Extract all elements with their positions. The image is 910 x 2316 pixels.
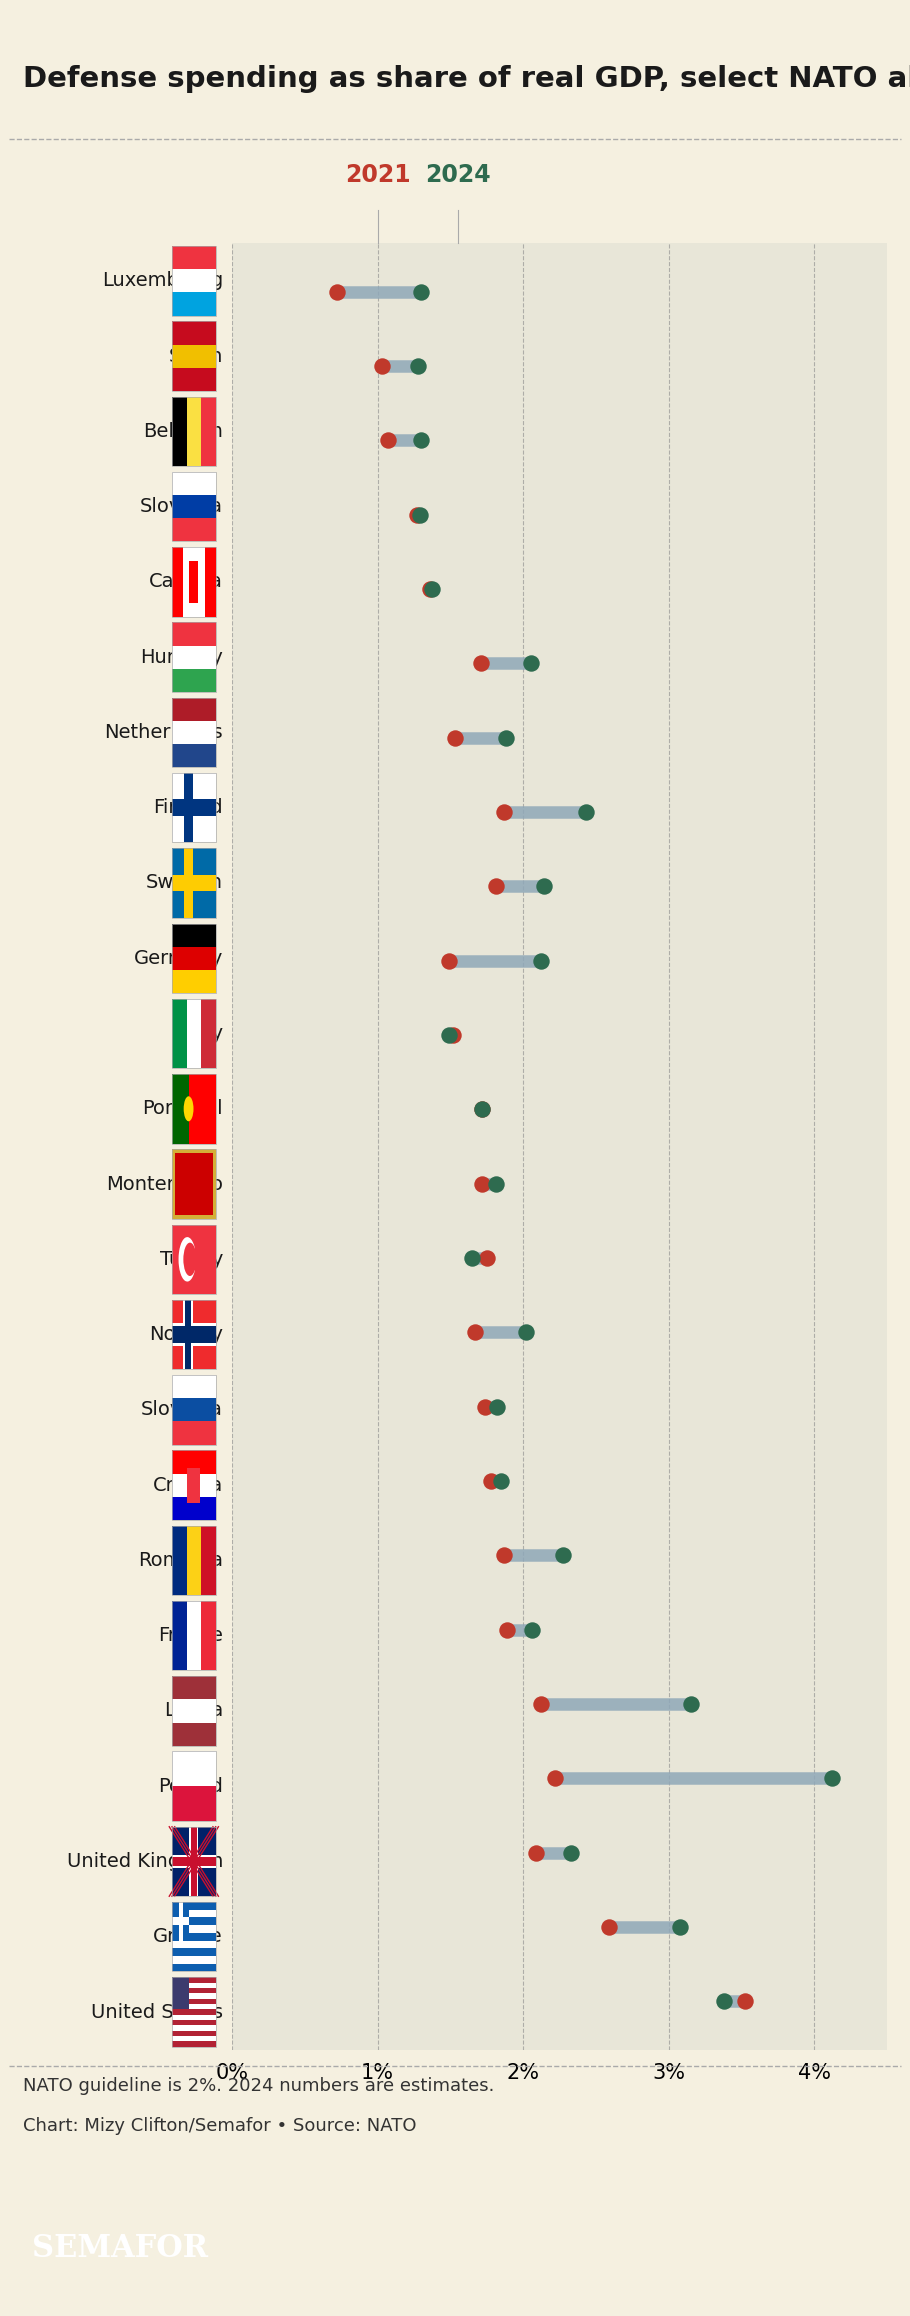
Point — [737, 1982, 752, 2020]
Point — [446, 1017, 460, 1054]
Point — [525, 1612, 540, 1649]
Point — [475, 1165, 490, 1202]
Text: Croatia: Croatia — [153, 1475, 223, 1494]
Point — [673, 1908, 688, 1945]
Point — [475, 1091, 490, 1128]
Text: United Kingdom: United Kingdom — [66, 1853, 223, 1871]
Point — [329, 273, 344, 310]
Text: Belgium: Belgium — [143, 422, 223, 440]
Text: Hungary: Hungary — [140, 648, 223, 667]
Text: Latvia: Latvia — [164, 1702, 223, 1721]
Point — [494, 1461, 509, 1498]
Point — [480, 1239, 494, 1276]
Text: Canada: Canada — [149, 572, 223, 591]
Point — [533, 1686, 548, 1723]
Point — [523, 644, 538, 681]
Point — [533, 943, 548, 980]
Point — [717, 1982, 732, 2020]
Text: 2021: 2021 — [345, 164, 410, 188]
Text: Montenegro: Montenegro — [106, 1174, 223, 1193]
Point — [602, 1908, 616, 1945]
Point — [548, 1760, 562, 1797]
Point — [499, 718, 513, 755]
Text: NATO guideline is 2%. 2024 numbers are estimates.: NATO guideline is 2%. 2024 numbers are e… — [23, 2077, 494, 2096]
Point — [484, 1461, 499, 1498]
Text: France: France — [158, 1626, 223, 1644]
Point — [410, 496, 424, 533]
Point — [414, 422, 429, 459]
Point — [423, 570, 438, 607]
Point — [474, 644, 489, 681]
Text: Norway: Norway — [149, 1325, 223, 1343]
Text: Spain: Spain — [168, 347, 223, 366]
Point — [490, 1387, 504, 1424]
Text: 2024: 2024 — [425, 164, 490, 188]
Text: Slovakia: Slovakia — [141, 1401, 223, 1420]
Text: SEMAFOR: SEMAFOR — [32, 2233, 208, 2265]
Point — [555, 1538, 570, 1575]
Point — [441, 1017, 456, 1054]
Point — [824, 1760, 839, 1797]
Point — [564, 1834, 579, 1871]
Text: Chart: Mizy Clifton/Semafor • Source: NATO: Chart: Mizy Clifton/Semafor • Source: NA… — [23, 2117, 416, 2135]
Text: Romania: Romania — [138, 1552, 223, 1570]
Text: Greece: Greece — [153, 1927, 223, 1945]
Point — [412, 496, 427, 533]
Text: Sweden: Sweden — [146, 873, 223, 892]
Text: Portugal: Portugal — [142, 1100, 223, 1119]
Point — [468, 1313, 482, 1350]
Point — [448, 718, 462, 755]
Text: Defense spending as share of real GDP, select NATO allies: Defense spending as share of real GDP, s… — [23, 65, 910, 93]
Text: Italy: Italy — [181, 1024, 223, 1042]
Point — [519, 1313, 533, 1350]
Point — [475, 1091, 490, 1128]
Text: Netherlands: Netherlands — [105, 723, 223, 741]
Point — [500, 1612, 514, 1649]
Point — [497, 1538, 511, 1575]
Point — [536, 868, 551, 906]
Point — [529, 1834, 543, 1871]
Text: Turkey: Turkey — [159, 1251, 223, 1269]
Text: Germany: Germany — [134, 950, 223, 968]
Point — [465, 1239, 480, 1276]
Point — [375, 347, 389, 384]
Text: Slovenia: Slovenia — [140, 498, 223, 516]
Point — [424, 570, 439, 607]
Text: United States: United States — [91, 2003, 223, 2022]
Point — [478, 1387, 492, 1424]
Point — [414, 273, 429, 310]
Text: Luxembourg: Luxembourg — [102, 271, 223, 290]
Point — [683, 1686, 698, 1723]
Point — [380, 422, 395, 459]
Point — [497, 794, 511, 831]
Point — [579, 794, 593, 831]
Point — [489, 1165, 503, 1202]
Text: Poland: Poland — [158, 1776, 223, 1795]
Point — [489, 868, 503, 906]
Point — [441, 943, 456, 980]
Point — [411, 347, 426, 384]
Text: Finland: Finland — [153, 799, 223, 818]
